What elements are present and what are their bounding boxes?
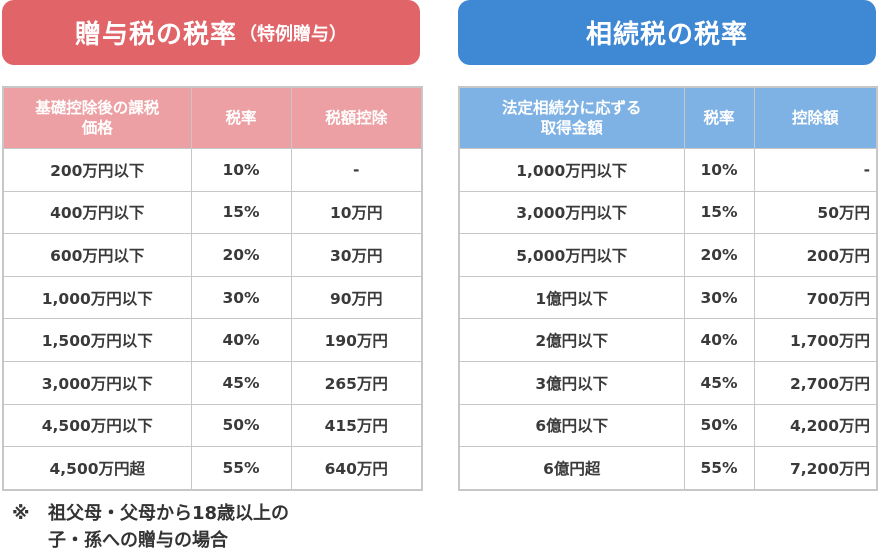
amount-cell: 6億円以下 [458, 403, 685, 448]
amount-cell: 4,500万円以下 [2, 403, 192, 448]
table-row: 1,500万円以下 40% 190万円 [2, 318, 423, 362]
rate-cell: 15% [190, 190, 292, 235]
rate-cell: 50% [190, 403, 292, 448]
deduction-cell: - [290, 148, 423, 192]
header-rate: 税率 [190, 86, 292, 149]
table-row: 1,000万円以下 30% 90万円 [2, 275, 423, 320]
rate-cell: 30% [683, 275, 755, 320]
rate-cell: 20% [683, 233, 755, 277]
deduction-cell: 1,700万円 [753, 318, 878, 362]
amount-cell: 1,000万円以下 [2, 275, 192, 320]
table-row: 4,500万円以下 50% 415万円 [2, 403, 423, 448]
table-row: 6億円以下 50% 4,200万円 [458, 403, 878, 448]
amount-cell: 1億円以下 [458, 275, 685, 320]
table-row: 200万円以下 10% - [2, 148, 423, 192]
header-base: 法定相続分に応ずる取得金額 [458, 86, 685, 149]
header-deduction: 税額控除 [290, 86, 423, 149]
table-row: 600万円以下 20% 30万円 [2, 233, 423, 277]
deduction-cell: - [753, 148, 878, 192]
amount-cell: 1,500万円以下 [2, 318, 192, 362]
deduction-cell: 200万円 [753, 233, 878, 277]
deduction-cell: 190万円 [290, 318, 423, 362]
table-row: 3億円以下 45% 2,700万円 [458, 360, 878, 405]
rate-cell: 40% [190, 318, 292, 362]
deduction-cell: 30万円 [290, 233, 423, 277]
amount-cell: 3,000万円以下 [458, 190, 685, 235]
rate-cell: 10% [190, 148, 292, 192]
footnote-mark: ※ [12, 503, 30, 524]
amount-cell: 3,000万円以下 [2, 360, 192, 405]
table-row: 1,000万円以下 10% - [458, 148, 878, 192]
deduction-cell: 7,200万円 [753, 446, 878, 491]
header-rate: 税率 [683, 86, 755, 149]
deduction-cell: 10万円 [290, 190, 423, 235]
footnote: ※ 祖父母・父母から18歳以上の 子・孫への贈与の場合 [12, 500, 289, 554]
rate-cell: 50% [683, 403, 755, 448]
gift-tax-title: 贈与税の税率 [74, 20, 237, 50]
footnote-line: ※ 祖父母・父母から18歳以上の [12, 500, 289, 527]
rate-cell: 55% [190, 446, 292, 491]
inheritance-tax-title-banner: 相続税の税率 [458, 0, 876, 65]
table-header-row: 法定相続分に応ずる取得金額 税率 控除額 [458, 86, 878, 149]
inheritance-tax-title: 相続税の税率 [585, 20, 748, 50]
header-deduction: 控除額 [753, 86, 878, 149]
amount-cell: 1,000万円以下 [458, 148, 685, 192]
gift-tax-table: 基礎控除後の課税価格 税率 税額控除 200万円以下 10% -400万円以下 15%… [2, 86, 423, 491]
table-row: 5,000万円以下 20% 200万円 [458, 233, 878, 277]
table-header-row: 基礎控除後の課税価格 税率 税額控除 [2, 86, 423, 149]
rate-cell: 20% [190, 233, 292, 277]
table-row: 400万円以下 15% 10万円 [2, 190, 423, 235]
amount-cell: 5,000万円以下 [458, 233, 685, 277]
rate-cell: 40% [683, 318, 755, 362]
gift-tax-title-banner: 贈与税の税率 （特例贈与） [2, 0, 420, 65]
deduction-cell: 415万円 [290, 403, 423, 448]
table-row: 3,000万円以下 15% 50万円 [458, 190, 878, 235]
footnote-text-continued: 子・孫への贈与の場合 [48, 530, 228, 551]
rate-cell: 45% [683, 360, 755, 405]
table-row: 3,000万円以下 45% 265万円 [2, 360, 423, 405]
gift-tax-subtitle: （特例贈与） [239, 23, 347, 45]
amount-cell: 4,500万円超 [2, 446, 192, 491]
header-base: 基礎控除後の課税価格 [2, 86, 192, 149]
deduction-cell: 265万円 [290, 360, 423, 405]
deduction-cell: 640万円 [290, 446, 423, 491]
inheritance-tax-table: 法定相続分に応ずる取得金額 税率 控除額 1,000万円以下 10% -3,000万… [458, 86, 878, 491]
amount-cell: 3億円以下 [458, 360, 685, 405]
rate-cell: 30% [190, 275, 292, 320]
table-row: 2億円以下 40% 1,700万円 [458, 318, 878, 362]
table-row: 4,500万円超 55% 640万円 [2, 446, 423, 491]
table-row: 6億円超 55% 7,200万円 [458, 446, 878, 491]
deduction-cell: 2,700万円 [753, 360, 878, 405]
deduction-cell: 90万円 [290, 275, 423, 320]
table-row: 1億円以下 30% 700万円 [458, 275, 878, 320]
amount-cell: 2億円以下 [458, 318, 685, 362]
deduction-cell: 700万円 [753, 275, 878, 320]
rate-cell: 10% [683, 148, 755, 192]
rate-cell: 45% [190, 360, 292, 405]
footnote-text: 祖父母・父母から18歳以上の [48, 503, 290, 524]
rate-cell: 15% [683, 190, 755, 235]
amount-cell: 6億円超 [458, 446, 685, 491]
amount-cell: 600万円以下 [2, 233, 192, 277]
rate-cell: 55% [683, 446, 755, 491]
amount-cell: 200万円以下 [2, 148, 192, 192]
deduction-cell: 4,200万円 [753, 403, 878, 448]
amount-cell: 400万円以下 [2, 190, 192, 235]
deduction-cell: 50万円 [753, 190, 878, 235]
